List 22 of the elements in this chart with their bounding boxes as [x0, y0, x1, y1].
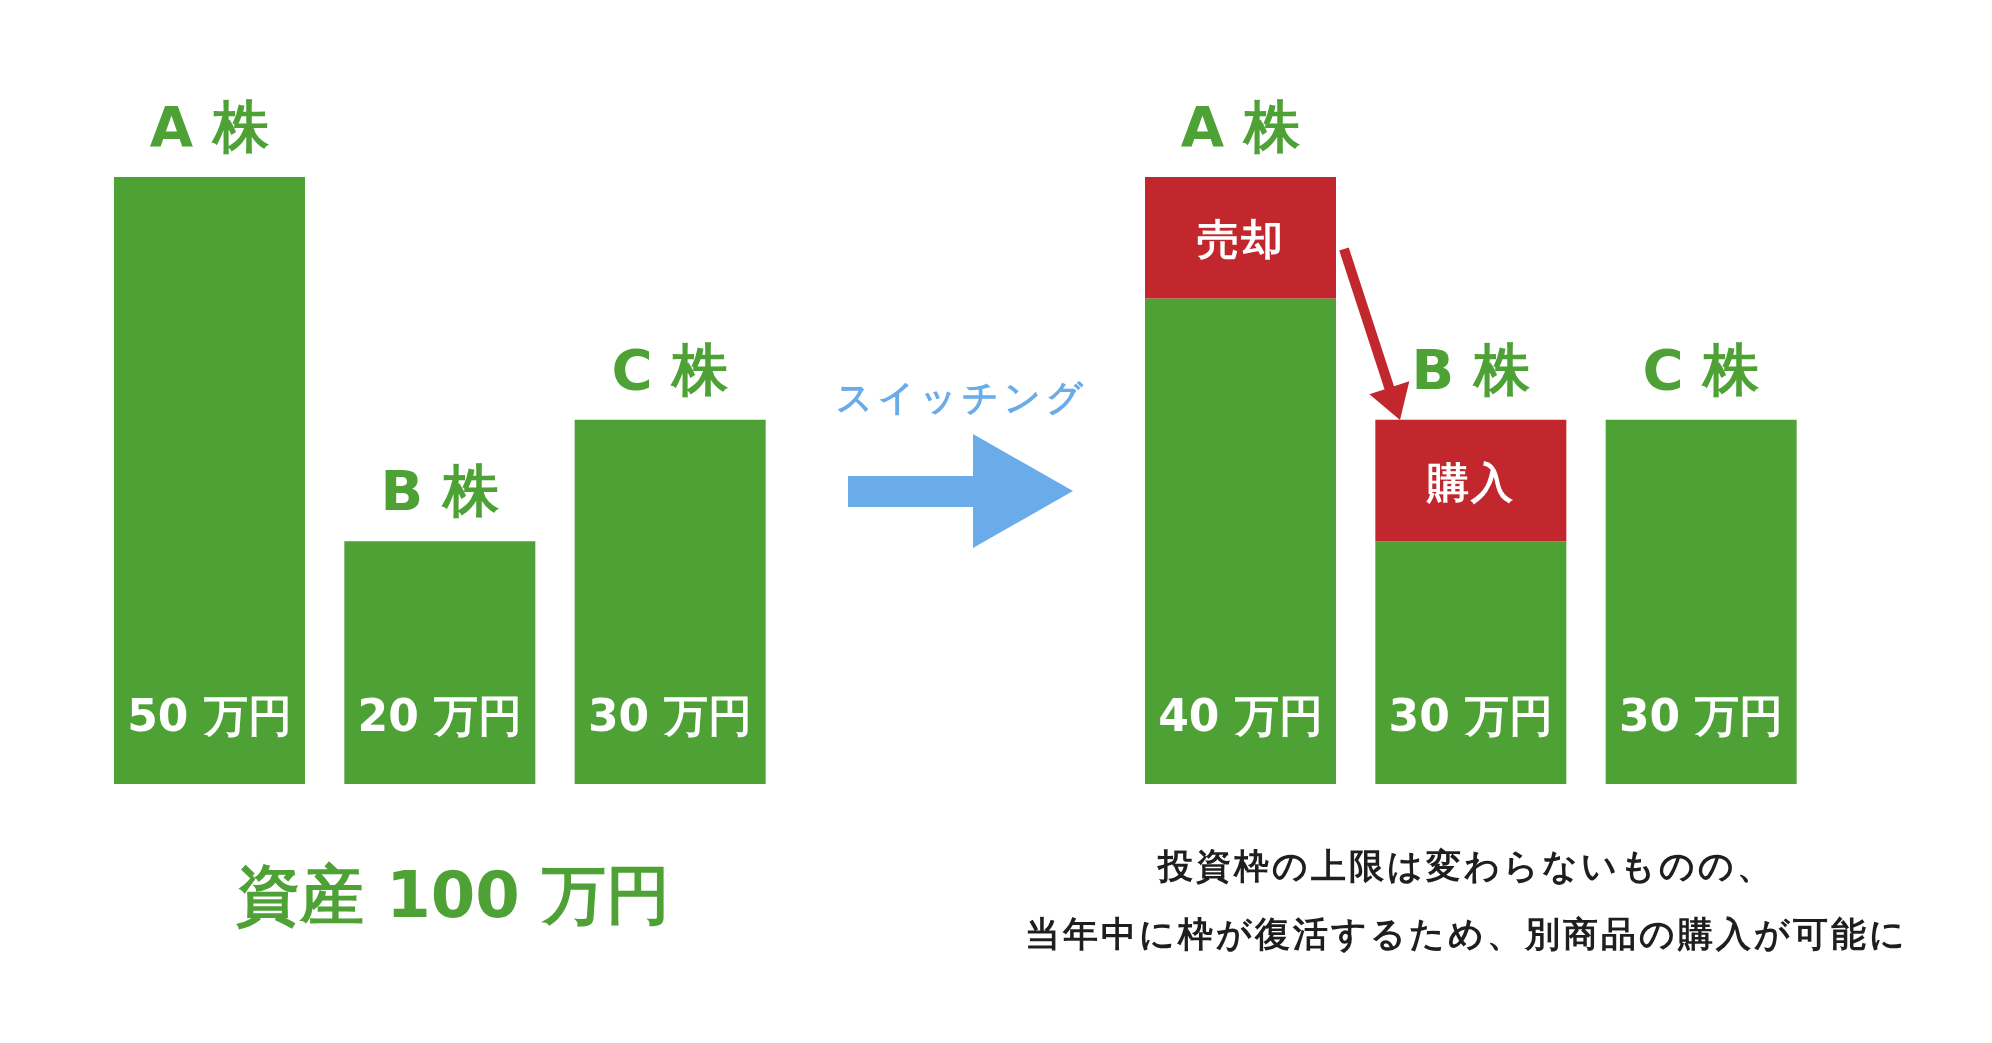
bar: [1145, 177, 1336, 299]
x-tick-label: B 株: [380, 458, 500, 524]
total-label: 30 万円: [1388, 690, 1554, 741]
x-tick-label: B 株: [1411, 336, 1531, 402]
text: 当年中に枠が復活するため、別商品の購入が可能に: [1024, 914, 1908, 954]
text: 投資枠の上限は変わらないものの、: [1155, 846, 1775, 886]
x-tick-label: C 株: [1642, 336, 1761, 402]
data-label: 購入: [1425, 457, 1515, 507]
x-tick-label: A 株: [1180, 94, 1301, 159]
data-label: 30 万円: [1618, 690, 1784, 741]
text: スイッチング: [836, 377, 1088, 418]
data-label: 売却: [1196, 214, 1285, 264]
data-label: 50 万円: [127, 690, 292, 741]
x-tick-label: C 株: [611, 336, 730, 402]
bar: [1605, 419, 1797, 784]
data-label: 40 万円: [1158, 690, 1323, 741]
x-tick-label: A 株: [149, 94, 270, 159]
bar: [1145, 298, 1336, 784]
data-label: 30 万円: [587, 690, 753, 741]
text: 資産 100 万円: [235, 858, 671, 932]
data-label: 20 万円: [357, 690, 523, 741]
bar: [1375, 541, 1567, 784]
